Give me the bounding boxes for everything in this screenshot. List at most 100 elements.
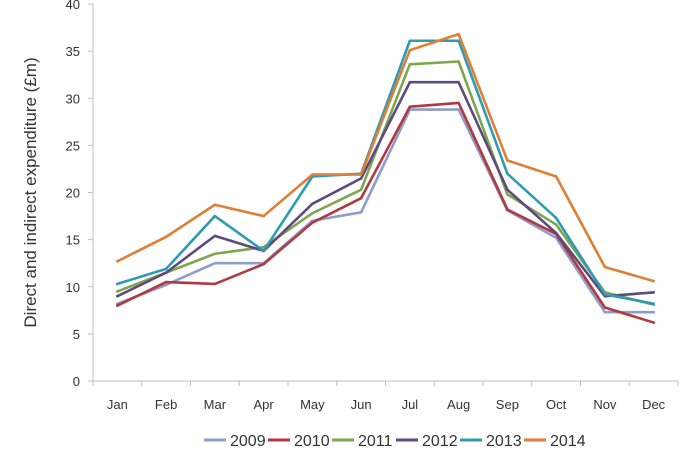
y-tick-label: 25 <box>66 138 80 153</box>
x-tick-label: Jan <box>107 397 128 412</box>
data-point-2010-Nov <box>603 306 607 309</box>
x-tick-label: Nov <box>593 397 617 412</box>
y-tick-label: 40 <box>66 0 80 12</box>
data-point-2010-Apr <box>262 262 265 266</box>
data-point-2010-Jan <box>116 304 119 307</box>
x-tick-label: Jun <box>351 397 372 412</box>
legend-item-2011: 2011 <box>332 433 393 450</box>
legend-item-2010: 2010 <box>268 433 330 450</box>
data-point-2009-Feb <box>164 283 168 287</box>
legend-item-2009: 2009 <box>204 433 266 450</box>
data-point-2011-Mar <box>213 252 217 256</box>
data-point-2012-Oct <box>554 231 558 235</box>
y-tick-label: 10 <box>66 280 80 295</box>
x-tick-label: Jul <box>402 397 419 412</box>
legend-label: 2013 <box>486 433 522 450</box>
x-tick-label: Oct <box>546 397 567 412</box>
axes: 0 5 10 15 20 25 30 35 40 Jan Feb Mar Apr May Jun Jul Aug… <box>21 0 679 412</box>
legend-item-2014: 2014 <box>524 433 586 450</box>
data-point-2013-Jan <box>116 282 119 286</box>
legend-label: 2010 <box>294 433 330 450</box>
series-line-2010 <box>116 101 655 324</box>
series-line-2009 <box>116 108 655 314</box>
series-2011 <box>116 60 655 306</box>
series-line-2013 <box>116 39 655 306</box>
legend-label: 2011 <box>358 433 393 450</box>
data-point-2014-Sep <box>506 159 509 162</box>
data-point-2011-May <box>311 211 314 215</box>
data-point-2013-Mar <box>213 214 217 218</box>
data-point-2012-May <box>311 202 314 206</box>
y-tick-label: 5 <box>73 327 80 342</box>
data-point-2014-Apr <box>262 214 265 218</box>
data-point-2014-May <box>311 173 314 176</box>
series-line-2012 <box>116 80 655 298</box>
x-tick-label: Mar <box>204 397 227 412</box>
x-tick-label: May <box>300 397 325 412</box>
data-point-2009-Aug <box>457 108 460 111</box>
data-point-2014-Oct <box>554 175 558 178</box>
data-point-2013-Sep <box>506 172 509 175</box>
data-point-2014-Nov <box>603 265 607 269</box>
data-point-2012-Feb <box>164 271 168 274</box>
data-point-2012-Mar <box>213 234 217 238</box>
data-point-2010-Dec <box>652 321 655 324</box>
series-2009 <box>116 108 655 314</box>
data-point-2010-Feb <box>164 280 168 284</box>
y-tick-label: 30 <box>66 91 80 106</box>
y-tick-label: 20 <box>66 186 80 201</box>
y-tick-label: 35 <box>66 44 80 59</box>
data-point-2010-Sep <box>506 208 509 211</box>
data-point-2014-Jun <box>359 173 363 176</box>
data-point-2014-Mar <box>213 203 217 207</box>
data-point-2009-Nov <box>603 310 607 314</box>
data-point-2011-Aug <box>457 60 460 63</box>
series-2010 <box>116 101 655 324</box>
data-point-2009-Mar <box>213 261 217 265</box>
data-point-2014-Dec <box>652 279 655 283</box>
x-tick-label: Feb <box>155 397 177 412</box>
legend-label: 2009 <box>230 433 266 450</box>
data-point-2012-Jul <box>408 80 412 84</box>
data-point-2012-Sep <box>506 188 509 191</box>
data-point-2010-Aug <box>457 101 460 105</box>
data-point-2011-Jan <box>116 290 119 293</box>
y-tick-label: 15 <box>66 233 80 248</box>
legend-item-2013: 2013 <box>460 433 522 450</box>
data-point-2009-Jun <box>359 210 363 214</box>
data-point-2014-Jul <box>408 48 412 52</box>
legend-label: 2014 <box>550 433 586 450</box>
x-tick-label: Apr <box>254 397 275 412</box>
legend: 2009 2010 2011 2012 2013 2014 <box>204 433 586 450</box>
data-point-2010-Jun <box>359 196 363 200</box>
data-point-2011-Oct <box>554 223 558 226</box>
x-tick-label: Aug <box>447 397 470 412</box>
data-point-2011-Jul <box>408 63 412 66</box>
data-point-2012-Dec <box>652 291 655 294</box>
data-point-2010-May <box>311 221 314 224</box>
plot-area <box>116 32 655 324</box>
data-point-2013-Jul <box>408 39 412 43</box>
x-tick-label: Sep <box>496 397 519 412</box>
data-point-2011-Sep <box>506 193 509 196</box>
data-point-2012-Aug <box>457 80 460 84</box>
data-point-2013-Aug <box>457 39 460 43</box>
series-2014 <box>116 32 655 283</box>
data-point-2013-Nov <box>603 292 607 296</box>
series-line-2011 <box>116 60 655 306</box>
data-point-2014-Jan <box>116 260 119 263</box>
data-point-2012-Jun <box>359 177 363 180</box>
data-point-2010-Jul <box>408 105 412 109</box>
data-point-2009-Dec <box>652 310 655 314</box>
data-point-2011-Jun <box>359 188 363 191</box>
series-line-2014 <box>116 32 655 283</box>
x-tick-label: Dec <box>642 397 666 412</box>
legend-label: 2012 <box>422 433 458 450</box>
data-point-2013-Feb <box>164 267 168 271</box>
legend-item-2012: 2012 <box>396 433 458 450</box>
data-point-2014-Aug <box>457 32 460 36</box>
data-point-2014-Feb <box>164 235 168 239</box>
data-point-2012-Jan <box>116 294 119 298</box>
